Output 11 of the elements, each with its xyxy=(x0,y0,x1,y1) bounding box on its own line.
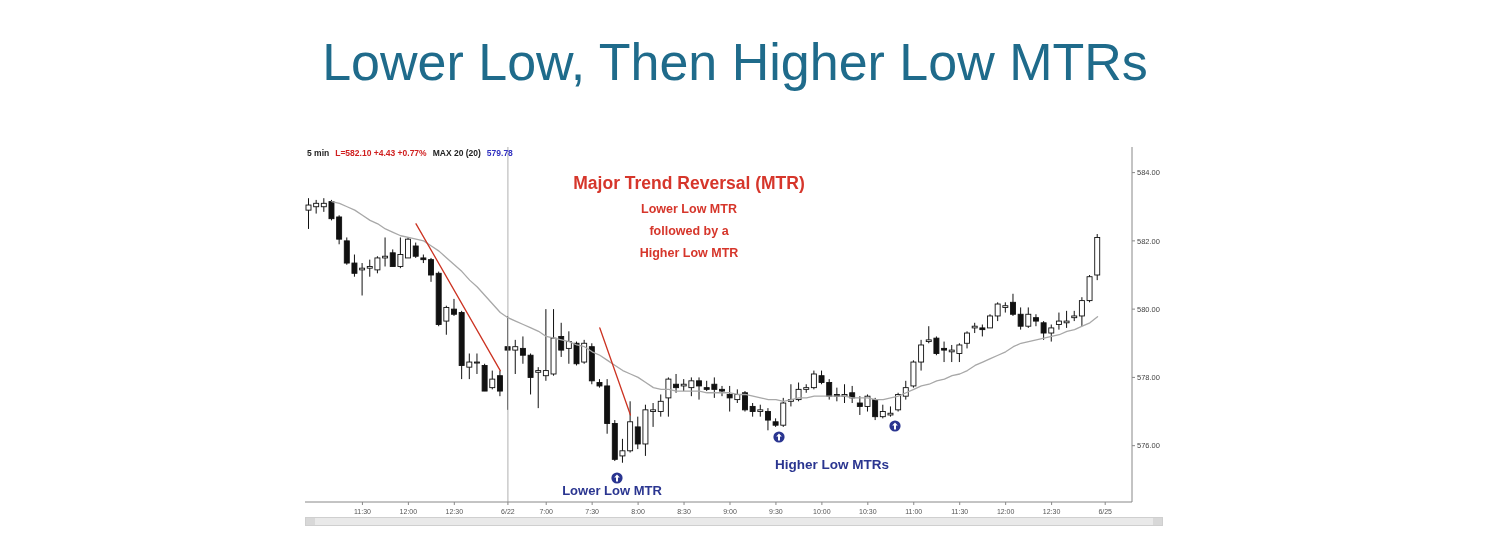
annotation: Higher Low MTR xyxy=(638,245,740,261)
annotation: Major Trend Reversal (MTR) xyxy=(572,172,806,194)
annotation: Lower Low MTR xyxy=(561,483,663,500)
annotation: L=582.10 +4.43 +0.77% xyxy=(335,148,427,158)
annotation: Lower Low MTR xyxy=(640,201,738,217)
annotation: 579.78 xyxy=(486,148,513,158)
annotation: followed by a xyxy=(648,223,730,239)
annotation: 5 min xyxy=(307,148,330,158)
chart-title: Lower Low, Then Higher Low MTRs xyxy=(321,33,1149,91)
annotation: MAX 20 (20) xyxy=(432,148,481,158)
annotation: Higher Low MTRs xyxy=(775,456,889,473)
